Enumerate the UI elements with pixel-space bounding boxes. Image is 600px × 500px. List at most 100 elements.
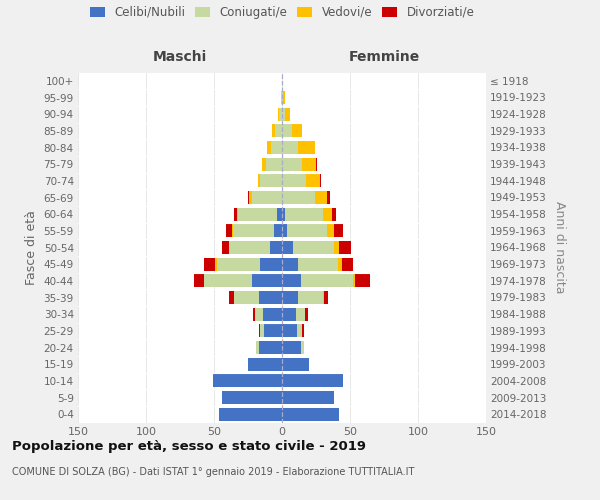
Bar (281, 91, 282, 104)
Bar (285, 208, 323, 220)
Bar (215, 258, 217, 270)
Bar (252, 274, 282, 287)
Bar (323, 291, 324, 304)
Bar (229, 291, 235, 304)
Bar (217, 258, 260, 270)
Bar (282, 274, 301, 287)
Bar (265, 324, 282, 338)
Bar (298, 258, 338, 270)
Bar (324, 291, 328, 304)
Bar (275, 124, 282, 138)
Bar (259, 341, 282, 354)
Bar (279, 108, 282, 120)
Bar (302, 158, 316, 170)
Bar (307, 174, 320, 188)
Bar (293, 241, 334, 254)
Bar (248, 191, 250, 204)
Bar (233, 224, 274, 237)
Bar (250, 191, 252, 204)
Bar (270, 241, 282, 254)
Bar (278, 108, 279, 120)
Bar (296, 308, 305, 320)
Bar (292, 124, 302, 138)
Bar (260, 324, 265, 338)
Bar (282, 408, 339, 420)
Text: Maschi: Maschi (153, 50, 207, 64)
Bar (235, 291, 259, 304)
Bar (282, 224, 287, 237)
Bar (323, 208, 332, 220)
Bar (194, 274, 205, 287)
Y-axis label: Anni di nascita: Anni di nascita (553, 201, 566, 294)
Bar (282, 174, 307, 188)
Bar (282, 358, 309, 370)
Bar (255, 308, 263, 320)
Text: Popolazione per età, sesso e stato civile - 2019: Popolazione per età, sesso e stato civil… (12, 440, 366, 453)
Bar (226, 224, 232, 237)
Bar (332, 208, 337, 220)
Bar (282, 291, 298, 304)
Bar (259, 324, 260, 338)
Bar (222, 241, 229, 254)
Bar (282, 208, 285, 220)
Bar (253, 308, 255, 320)
Bar (316, 158, 317, 170)
Bar (282, 241, 293, 254)
Bar (248, 358, 282, 370)
Bar (282, 374, 343, 388)
Bar (274, 224, 282, 237)
Bar (282, 141, 298, 154)
Bar (237, 208, 238, 220)
Bar (287, 224, 327, 237)
Bar (282, 341, 301, 354)
Bar (252, 191, 282, 204)
Bar (314, 191, 327, 204)
Bar (320, 174, 322, 188)
Bar (205, 274, 252, 287)
Bar (282, 258, 298, 270)
Bar (282, 191, 314, 204)
Bar (283, 91, 285, 104)
Bar (259, 291, 282, 304)
Bar (235, 208, 237, 220)
Bar (267, 141, 271, 154)
Bar (260, 174, 282, 188)
Text: Femmine: Femmine (349, 50, 419, 64)
Bar (272, 124, 275, 138)
Bar (334, 241, 339, 254)
Bar (256, 341, 259, 354)
Bar (262, 158, 266, 170)
Bar (355, 274, 370, 287)
Bar (297, 324, 302, 338)
Bar (282, 391, 334, 404)
Legend: Celibi/Nubili, Coniugati/e, Vedovi/e, Divorziati/e: Celibi/Nubili, Coniugati/e, Vedovi/e, Di… (89, 6, 475, 19)
Bar (277, 208, 282, 220)
Bar (282, 158, 302, 170)
Bar (298, 291, 323, 304)
Bar (229, 241, 270, 254)
Bar (205, 258, 215, 270)
Bar (342, 258, 353, 270)
Bar (285, 108, 290, 120)
Bar (302, 324, 304, 338)
Bar (301, 274, 353, 287)
Bar (220, 408, 282, 420)
Bar (282, 108, 285, 120)
Bar (222, 391, 282, 404)
Bar (353, 274, 355, 287)
Bar (260, 258, 282, 270)
Bar (266, 158, 282, 170)
Bar (334, 224, 343, 237)
Bar (238, 208, 277, 220)
Bar (282, 124, 292, 138)
Bar (282, 324, 297, 338)
Bar (282, 91, 283, 104)
Bar (327, 191, 329, 204)
Bar (298, 141, 314, 154)
Bar (339, 241, 352, 254)
Bar (263, 308, 282, 320)
Bar (338, 258, 342, 270)
Bar (271, 141, 282, 154)
Text: COMUNE DI SOLZA (BG) - Dati ISTAT 1° gennaio 2019 - Elaborazione TUTTITALIA.IT: COMUNE DI SOLZA (BG) - Dati ISTAT 1° gen… (12, 467, 415, 477)
Y-axis label: Fasce di età: Fasce di età (25, 210, 38, 285)
